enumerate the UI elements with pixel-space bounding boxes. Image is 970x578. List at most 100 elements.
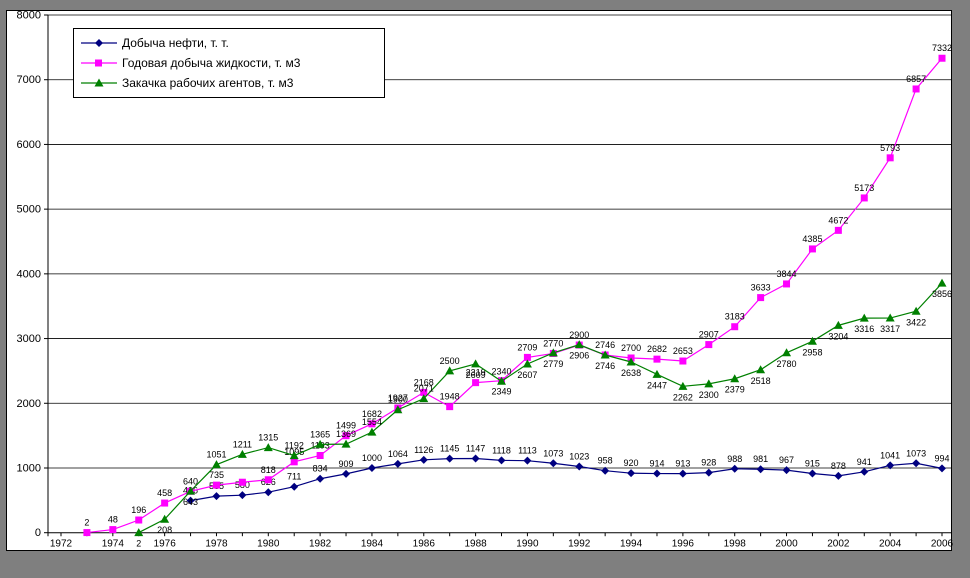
x-tick-label: 1992: [568, 539, 591, 550]
data-label: 2: [136, 539, 141, 549]
data-point-triangle: [678, 381, 688, 390]
chart-legend[interactable]: Добыча нефти, т. т. Годовая добыча жидкос…: [73, 28, 385, 98]
data-point-square: [886, 154, 894, 162]
legend-key-triangle-icon: [81, 78, 117, 87]
data-point-triangle: [522, 359, 532, 368]
data-label: 3856: [932, 289, 952, 299]
data-point-triangle: [341, 439, 351, 448]
data-label: 2349: [491, 387, 511, 397]
data-point-square: [342, 432, 350, 440]
data-label: 2682: [647, 344, 667, 354]
data-label: 914: [649, 459, 664, 469]
data-point-square: [783, 280, 791, 288]
data-label: 2071: [414, 384, 434, 394]
data-point-square: [860, 194, 868, 202]
x-tick-label: 1984: [361, 539, 384, 550]
data-point-diamond: [860, 467, 869, 476]
data-point-diamond: [316, 474, 325, 483]
data-point-triangle: [134, 528, 144, 537]
data-point-triangle: [704, 379, 714, 388]
legend-key-square-icon: [81, 59, 117, 67]
data-label: 1499: [336, 421, 356, 431]
data-label: 1211: [233, 439, 252, 449]
data-label: 1126: [414, 445, 433, 455]
data-label: 196: [131, 505, 146, 515]
data-label: 2609: [466, 370, 486, 380]
data-point-square: [523, 353, 531, 361]
data-label: 735: [209, 470, 224, 480]
data-point-diamond: [264, 488, 273, 497]
data-label: 2340: [491, 366, 511, 376]
data-label: 878: [831, 461, 846, 471]
data-label: 928: [701, 458, 716, 468]
data-point-square: [161, 499, 169, 507]
chart-canvas: 0 1000 2000 3000 4000 5000 6000 7000 8000 1972 197…: [17, 11, 954, 550]
data-point-square: [446, 403, 454, 411]
data-label: 4672: [828, 215, 848, 225]
data-label: 2262: [673, 392, 693, 402]
legend-entry-0[interactable]: Добыча нефти, т. т.: [80, 33, 376, 53]
data-point-square: [420, 388, 428, 396]
data-point-triangle: [263, 443, 273, 452]
legend-label: Годовая добыча жидкости, т. м3: [122, 56, 301, 70]
data-point-triangle: [211, 460, 221, 469]
legend-key-diamond-icon: [81, 39, 117, 47]
x-tick-label: 1980: [257, 539, 280, 550]
data-point-triangle: [445, 366, 455, 375]
data-point-triangle: [859, 313, 869, 322]
data-point-triangle: [419, 394, 429, 403]
legend-entry-2[interactable]: Закачка рабочих агентов, т. м3: [80, 73, 376, 93]
data-point-diamond: [678, 469, 687, 478]
data-point-triangle: [497, 376, 507, 385]
data-point-diamond: [808, 469, 817, 478]
data-label: 1023: [569, 451, 589, 461]
data-point-diamond: [652, 469, 661, 478]
y-tick-label: 3000: [17, 333, 41, 345]
data-label: 208: [157, 525, 172, 535]
data-point-square: [653, 355, 661, 363]
data-point-diamond: [497, 456, 506, 465]
data-label: 711: [287, 472, 301, 482]
data-point-diamond: [238, 491, 247, 500]
y-tick-label: 8000: [17, 11, 41, 22]
data-label: 913: [675, 459, 690, 469]
data-label: 2779: [543, 359, 563, 369]
series-line: [138, 282, 943, 534]
data-point-triangle: [237, 449, 247, 458]
data-label: 2770: [543, 338, 563, 348]
data-label: 2447: [647, 380, 667, 390]
data-label: 2900: [569, 330, 589, 340]
x-tick-label: 1972: [50, 539, 73, 550]
data-point-square: [705, 341, 713, 349]
data-point-square: [834, 226, 842, 234]
data-point-triangle: [186, 486, 196, 495]
data-point-diamond: [186, 496, 195, 505]
data-point-square: [135, 516, 143, 524]
data-label: 1051: [206, 450, 226, 460]
data-label: 2907: [699, 330, 719, 340]
data-label: 5173: [854, 183, 874, 193]
x-tick-label: 1990: [516, 539, 539, 550]
data-label: 4385: [802, 234, 822, 244]
data-label: 2607: [517, 370, 537, 380]
data-label: 3844: [777, 269, 797, 279]
data-point-diamond: [912, 459, 921, 468]
legend-label: Добыча нефти, т. т.: [122, 36, 229, 50]
data-label: 1118: [492, 445, 511, 455]
data-label: 988: [727, 454, 742, 464]
data-label: 7332: [932, 43, 952, 53]
data-point-square: [731, 323, 739, 331]
data-label: 818: [261, 465, 276, 475]
data-point-triangle: [937, 278, 947, 287]
data-label: 834: [313, 464, 328, 474]
x-tick-label: 2000: [775, 539, 798, 550]
x-tick-label: 2002: [827, 539, 850, 550]
x-tick-label: 1978: [205, 539, 228, 550]
x-tick-label: 1986: [413, 539, 436, 550]
data-point-diamond: [549, 459, 558, 468]
data-point-triangle: [548, 348, 558, 357]
legend-entry-1[interactable]: Годовая добыча жидкости, т. м3: [80, 53, 376, 73]
data-point-triangle: [885, 313, 895, 322]
data-label: 1113: [518, 446, 537, 456]
x-tick-label: 1982: [309, 539, 332, 550]
